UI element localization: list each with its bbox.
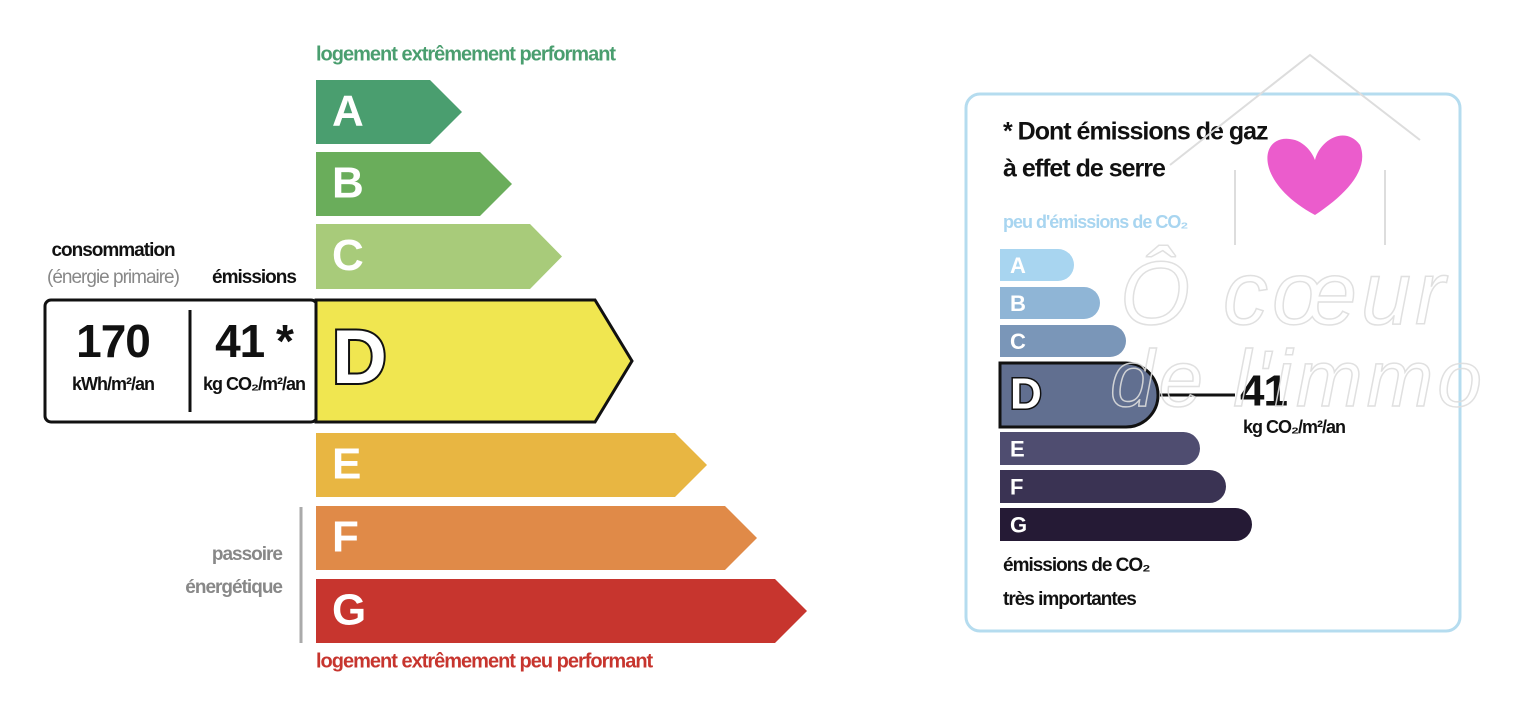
class-letter: D xyxy=(332,315,386,400)
ges-letter: C xyxy=(1010,329,1026,354)
energy-bar xyxy=(316,152,512,216)
energy-bar xyxy=(316,80,462,144)
ges-title: * Dont émissions de gaz xyxy=(1003,118,1268,146)
consumption-label: consommation xyxy=(51,240,175,261)
consumption-value: 170 xyxy=(76,315,150,367)
class-letter: F xyxy=(332,513,358,562)
ges-letter: G xyxy=(1010,512,1026,537)
class-letter: C xyxy=(332,231,363,280)
top-label: logement extrêmement performant xyxy=(316,43,616,65)
ges-letter: D xyxy=(1010,370,1041,419)
ges-value: 41 xyxy=(1240,367,1287,416)
watermark-heart xyxy=(1267,135,1363,215)
class-letter: A xyxy=(332,87,363,136)
class-letter: E xyxy=(332,440,360,489)
watermark-text: Ô cœur xyxy=(1120,244,1449,344)
ges-letter: A xyxy=(1010,253,1026,278)
ges-bar xyxy=(1000,287,1100,319)
consumption-unit: kWh/m²/an xyxy=(72,374,154,394)
energy-bar xyxy=(314,298,634,424)
watermark-house xyxy=(1169,53,1421,245)
ges-bar xyxy=(998,361,1160,429)
consumption-sub: (énergie primaire) xyxy=(47,267,180,288)
ges-unit: kg CO₂/m²/an xyxy=(1243,417,1345,437)
ges-bar xyxy=(1000,508,1253,541)
energy-bar xyxy=(316,506,757,570)
ges-letter: E xyxy=(1010,436,1024,461)
ges-bottom-label: très importantes xyxy=(1003,589,1136,610)
ges-title: à effet de serre xyxy=(1003,155,1166,183)
energy-bar xyxy=(316,433,707,497)
energy-bar xyxy=(316,579,807,643)
energy-bar xyxy=(316,224,562,289)
ges-letter: F xyxy=(1010,474,1023,499)
class-letter: B xyxy=(332,159,363,208)
side-label: énergétique xyxy=(185,577,282,598)
ges-bottom-label: émissions de CO₂ xyxy=(1003,555,1150,576)
emissions-label: émissions xyxy=(212,267,296,288)
emissions-value: 41 * xyxy=(215,315,294,367)
ges-bar xyxy=(1000,325,1126,357)
ges-bar xyxy=(1000,470,1226,503)
ges-top-label: peu d'émissions de CO₂ xyxy=(1003,212,1188,232)
emissions-unit: kg CO₂/m²/an xyxy=(203,374,305,394)
side-label: passoire xyxy=(212,544,283,565)
class-letter: G xyxy=(332,586,365,635)
bottom-label: logement extrêmement peu performant xyxy=(316,650,654,672)
watermark-text: de l'immo xyxy=(1110,334,1486,423)
ges-letter: B xyxy=(1010,291,1025,316)
ges-bar xyxy=(1000,432,1200,465)
ges-bar xyxy=(1000,249,1074,281)
